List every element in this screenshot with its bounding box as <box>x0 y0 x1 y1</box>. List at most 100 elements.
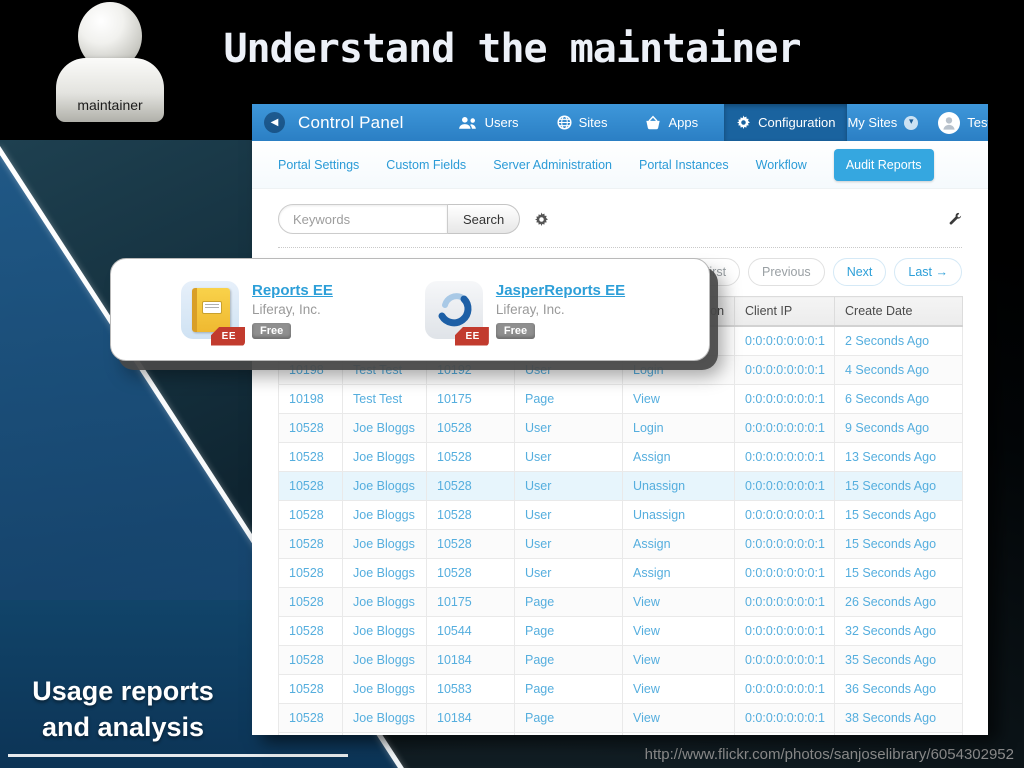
table-cell-link[interactable]: 10528 <box>289 421 324 435</box>
table-cell-link[interactable]: 10528 <box>437 421 472 435</box>
table-cell-link[interactable]: 0:0:0:0:0:0:0:1 <box>745 682 825 696</box>
subnav-item-portal-settings[interactable]: Portal Settings <box>278 157 360 172</box>
table-cell-link[interactable]: 10528 <box>289 653 324 667</box>
table-cell-link[interactable]: View <box>633 595 660 609</box>
table-cell-link[interactable]: 0:0:0:0:0:0:0:1 <box>745 595 825 609</box>
table-cell-link[interactable]: Page <box>525 595 555 609</box>
table-cell-link[interactable]: 36 Seconds Ago <box>845 682 937 696</box>
table-cell-link[interactable]: 10528 <box>289 537 324 551</box>
topnav-item-configuration[interactable]: Configuration <box>724 104 848 141</box>
table-cell-link[interactable]: View <box>633 653 660 667</box>
table-cell-link[interactable]: Assign <box>633 566 671 580</box>
topnav-item-apps[interactable]: Apps <box>633 104 710 141</box>
table-cell-link[interactable]: 0:0:0:0:0:0:0:1 <box>745 653 825 667</box>
table-cell-link[interactable]: Assign <box>633 450 671 464</box>
app-card-jasperreports-ee[interactable]: EE JasperReports EE Liferay, Inc. Free <box>424 280 626 346</box>
table-cell-link[interactable]: 10175 <box>437 392 472 406</box>
table-cell-link[interactable]: 10528 <box>437 566 472 580</box>
wrench-icon[interactable] <box>948 212 962 226</box>
table-cell-link[interactable]: Joe Bloggs <box>353 624 415 638</box>
table-cell-link[interactable]: 10528 <box>289 508 324 522</box>
table-cell-link[interactable]: Test Test <box>353 392 403 406</box>
back-chevron-icon[interactable]: ◀ <box>264 112 285 133</box>
table-cell-link[interactable]: 10528 <box>437 479 472 493</box>
table-cell-link[interactable]: 10528 <box>437 450 472 464</box>
table-cell-link[interactable]: Joe Bloggs <box>353 711 415 725</box>
table-cell-link[interactable]: Login <box>633 363 664 377</box>
table-cell-link[interactable]: Page <box>525 392 555 406</box>
table-cell-link[interactable]: View <box>633 392 660 406</box>
table-cell-link[interactable]: 10528 <box>437 508 472 522</box>
table-cell-link[interactable]: Page <box>525 682 555 696</box>
search-button[interactable]: Search <box>448 204 521 234</box>
app-card-reports-ee[interactable]: EE Reports EE Liferay, Inc. Free <box>181 280 333 346</box>
table-cell-link[interactable]: View <box>633 624 660 638</box>
table-cell-link[interactable]: Unassign <box>633 508 686 522</box>
table-cell-link[interactable]: Joe Bloggs <box>353 537 415 551</box>
table-cell-link[interactable]: Page <box>525 711 555 725</box>
table-cell-link[interactable]: 10184 <box>437 653 472 667</box>
table-cell-link[interactable]: 10192 <box>437 363 472 377</box>
table-cell-link[interactable]: 10583 <box>437 682 472 696</box>
table-cell-link[interactable]: 6 Seconds Ago <box>845 392 930 406</box>
table-cell-link[interactable]: User <box>525 421 552 435</box>
table-cell-link[interactable]: 10198 <box>289 392 324 406</box>
table-cell-link[interactable]: 10544 <box>437 624 472 638</box>
table-cell-link[interactable]: 10528 <box>289 479 324 493</box>
table-cell-link[interactable]: Page <box>525 653 555 667</box>
pagination-last-button[interactable]: Last → <box>894 258 962 286</box>
search-input[interactable] <box>278 204 448 234</box>
table-cell-link[interactable]: 15 Seconds Ago <box>845 537 937 551</box>
table-cell-link[interactable]: 15 Seconds Ago <box>845 566 937 580</box>
table-cell-link[interactable]: 2 Seconds Ago <box>845 334 930 348</box>
table-cell-link[interactable]: 0:0:0:0:0:0:0:1 <box>745 334 825 348</box>
table-cell-link[interactable]: 10175 <box>437 595 472 609</box>
table-cell-link[interactable]: Joe Bloggs <box>353 479 415 493</box>
table-cell-link[interactable]: User <box>525 479 552 493</box>
table-cell-link[interactable]: 0:0:0:0:0:0:0:1 <box>745 566 825 580</box>
topnav-item-sites[interactable]: Sites <box>545 104 620 141</box>
table-cell-link[interactable]: Unassign <box>633 479 686 493</box>
my-sites-menu[interactable]: My Sites ▾ <box>847 115 919 130</box>
table-cell-link[interactable]: 4 Seconds Ago <box>845 363 930 377</box>
subnav-item-portal-instances[interactable]: Portal Instances <box>639 157 729 172</box>
table-cell-link[interactable]: 26 Seconds Ago <box>845 595 937 609</box>
table-cell-link[interactable]: 32 Seconds Ago <box>845 624 937 638</box>
table-cell-link[interactable]: 0:0:0:0:0:0:0:1 <box>745 392 825 406</box>
table-cell-link[interactable]: Joe Bloggs <box>353 566 415 580</box>
table-cell-link[interactable]: 13 Seconds Ago <box>845 450 937 464</box>
table-cell-link[interactable]: Page <box>525 624 555 638</box>
table-cell-link[interactable]: User <box>525 508 552 522</box>
table-cell-link[interactable]: Joe Bloggs <box>353 595 415 609</box>
table-cell-link[interactable]: 10528 <box>289 595 324 609</box>
subnav-item-custom-fields[interactable]: Custom Fields <box>386 157 467 172</box>
subnav-item-audit-reports[interactable]: Audit Reports <box>833 148 934 181</box>
table-cell-link[interactable]: 10528 <box>289 682 324 696</box>
table-cell-link[interactable]: 10528 <box>437 537 472 551</box>
table-cell-link[interactable]: User <box>525 363 552 377</box>
user-menu[interactable]: Test Test ▾ <box>938 111 988 134</box>
table-cell-link[interactable]: 10528 <box>289 450 324 464</box>
table-cell-link[interactable]: View <box>633 682 660 696</box>
table-cell-link[interactable]: 0:0:0:0:0:0:0:1 <box>745 537 825 551</box>
app-name-link[interactable]: Reports EE <box>252 281 333 299</box>
table-cell-link[interactable]: 10198 <box>289 363 324 377</box>
table-cell-link[interactable]: Joe Bloggs <box>353 508 415 522</box>
table-cell-link[interactable]: 38 Seconds Ago <box>845 711 937 725</box>
topnav-item-users[interactable]: Users <box>446 104 531 141</box>
table-cell-link[interactable]: Test Test <box>353 363 403 377</box>
table-cell-link[interactable]: 10528 <box>289 624 324 638</box>
table-cell-link[interactable]: 15 Seconds Ago <box>845 479 937 493</box>
table-cell-link[interactable]: 9 Seconds Ago <box>845 421 930 435</box>
table-cell-link[interactable]: 10528 <box>289 566 324 580</box>
table-cell-link[interactable]: 0:0:0:0:0:0:0:1 <box>745 479 825 493</box>
app-name-link[interactable]: JasperReports EE <box>495 281 626 299</box>
table-cell-link[interactable]: 0:0:0:0:0:0:0:1 <box>745 624 825 638</box>
table-cell-link[interactable]: 0:0:0:0:0:0:0:1 <box>745 508 825 522</box>
table-cell-link[interactable]: 0:0:0:0:0:0:0:1 <box>745 711 825 725</box>
table-cell-link[interactable]: 15 Seconds Ago <box>845 508 937 522</box>
table-cell-link[interactable]: Joe Bloggs <box>353 421 415 435</box>
subnav-item-server-administration[interactable]: Server Administration <box>493 157 612 172</box>
subnav-item-workflow[interactable]: Workflow <box>755 157 807 172</box>
table-cell-link[interactable]: 0:0:0:0:0:0:0:1 <box>745 450 825 464</box>
